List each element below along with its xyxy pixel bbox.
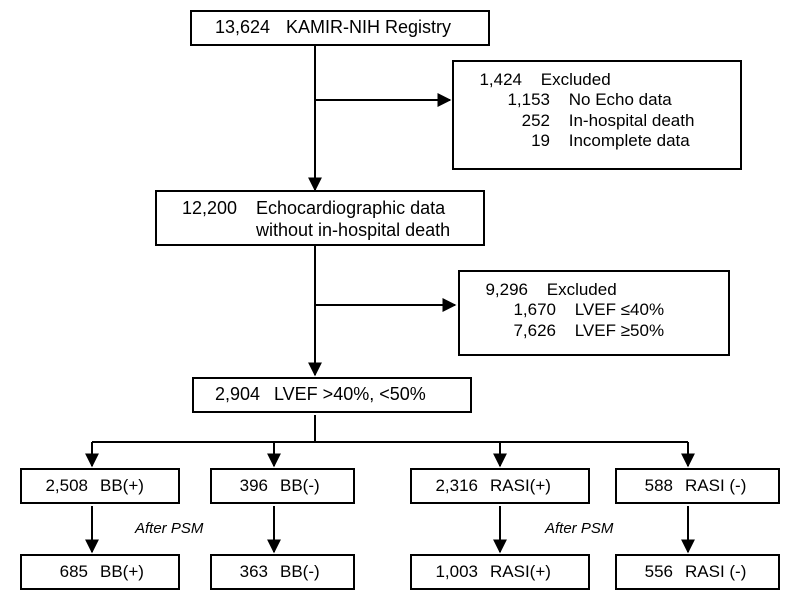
ex2-item0-num: 1,670 <box>498 300 556 320</box>
bb-pos-label: BB(+) <box>88 476 144 496</box>
node-rasi-pos-psm: 1,003 RASI(+) <box>410 554 590 590</box>
node-bb-neg-psm: 363 BB(-) <box>210 554 355 590</box>
ex2-item1-num: 7,626 <box>498 321 556 341</box>
node-rasi-pos: 2,316 RASI(+) <box>410 468 590 504</box>
bb-neg-num: 396 <box>220 476 268 496</box>
rasi-neg-num: 588 <box>625 476 673 496</box>
psm-label-right: After PSM <box>545 520 613 537</box>
node-excluded-1: 1,424 Excluded 1,153 No Echo data 252 In… <box>452 60 742 170</box>
node-excluded-2: 9,296 Excluded 1,670 LVEF ≤40% 7,626 LVE… <box>458 270 730 356</box>
node-bb-pos-psm: 685 BB(+) <box>20 554 180 590</box>
node-rasi-neg-psm: 556 RASI (-) <box>615 554 780 590</box>
ex2-header-label: Excluded <box>533 280 617 299</box>
rasi-pos-num: 2,316 <box>420 476 478 496</box>
rasi-pos2-label: RASI(+) <box>478 562 551 582</box>
node-bb-pos: 2,508 BB(+) <box>20 468 180 504</box>
node-bb-neg: 396 BB(-) <box>210 468 355 504</box>
ex1-item2-num: 19 <box>492 131 550 151</box>
node-echo-num: 12,200 <box>167 198 237 220</box>
bb-pos-num: 2,508 <box>30 476 88 496</box>
node-lvef-label: LVEF >40%, <50% <box>260 384 426 406</box>
rasi-neg2-num: 556 <box>625 562 673 582</box>
node-echo-label1: Echocardiographic data <box>242 198 445 218</box>
ex1-item1-num: 252 <box>492 111 550 131</box>
bb-neg2-num: 363 <box>220 562 268 582</box>
node-lvef-num: 2,904 <box>202 384 260 406</box>
node-registry-num: 13,624 <box>200 17 270 39</box>
rasi-neg2-label: RASI (-) <box>673 562 746 582</box>
node-echo: 12,200 Echocardiographic data without in… <box>155 190 485 246</box>
ex1-header-num: 1,424 <box>464 70 522 90</box>
node-registry: 13,624 KAMIR-NIH Registry <box>190 10 490 46</box>
bb-pos2-num: 685 <box>30 562 88 582</box>
bb-pos2-label: BB(+) <box>88 562 144 582</box>
node-lvef-range: 2,904 LVEF >40%, <50% <box>192 377 472 413</box>
psm-label-left: After PSM <box>135 520 203 537</box>
ex1-item0-label: No Echo data <box>555 90 672 109</box>
rasi-neg-label: RASI (-) <box>673 476 746 496</box>
ex2-item0-label: LVEF ≤40% <box>561 300 664 319</box>
ex2-header-num: 9,296 <box>470 280 528 300</box>
node-echo-label2: without in-hospital death <box>242 220 450 240</box>
node-registry-label: KAMIR-NIH Registry <box>270 17 451 39</box>
ex2-item1-label: LVEF ≥50% <box>561 321 664 340</box>
rasi-pos2-num: 1,003 <box>420 562 478 582</box>
ex1-item0-num: 1,153 <box>492 90 550 110</box>
ex1-item1-label: In-hospital death <box>555 111 695 130</box>
bb-neg-label: BB(-) <box>268 476 320 496</box>
bb-neg2-label: BB(-) <box>268 562 320 582</box>
ex1-header-label: Excluded <box>527 70 611 89</box>
ex1-item2-label: Incomplete data <box>555 131 690 150</box>
node-rasi-neg: 588 RASI (-) <box>615 468 780 504</box>
rasi-pos-label: RASI(+) <box>478 476 551 496</box>
